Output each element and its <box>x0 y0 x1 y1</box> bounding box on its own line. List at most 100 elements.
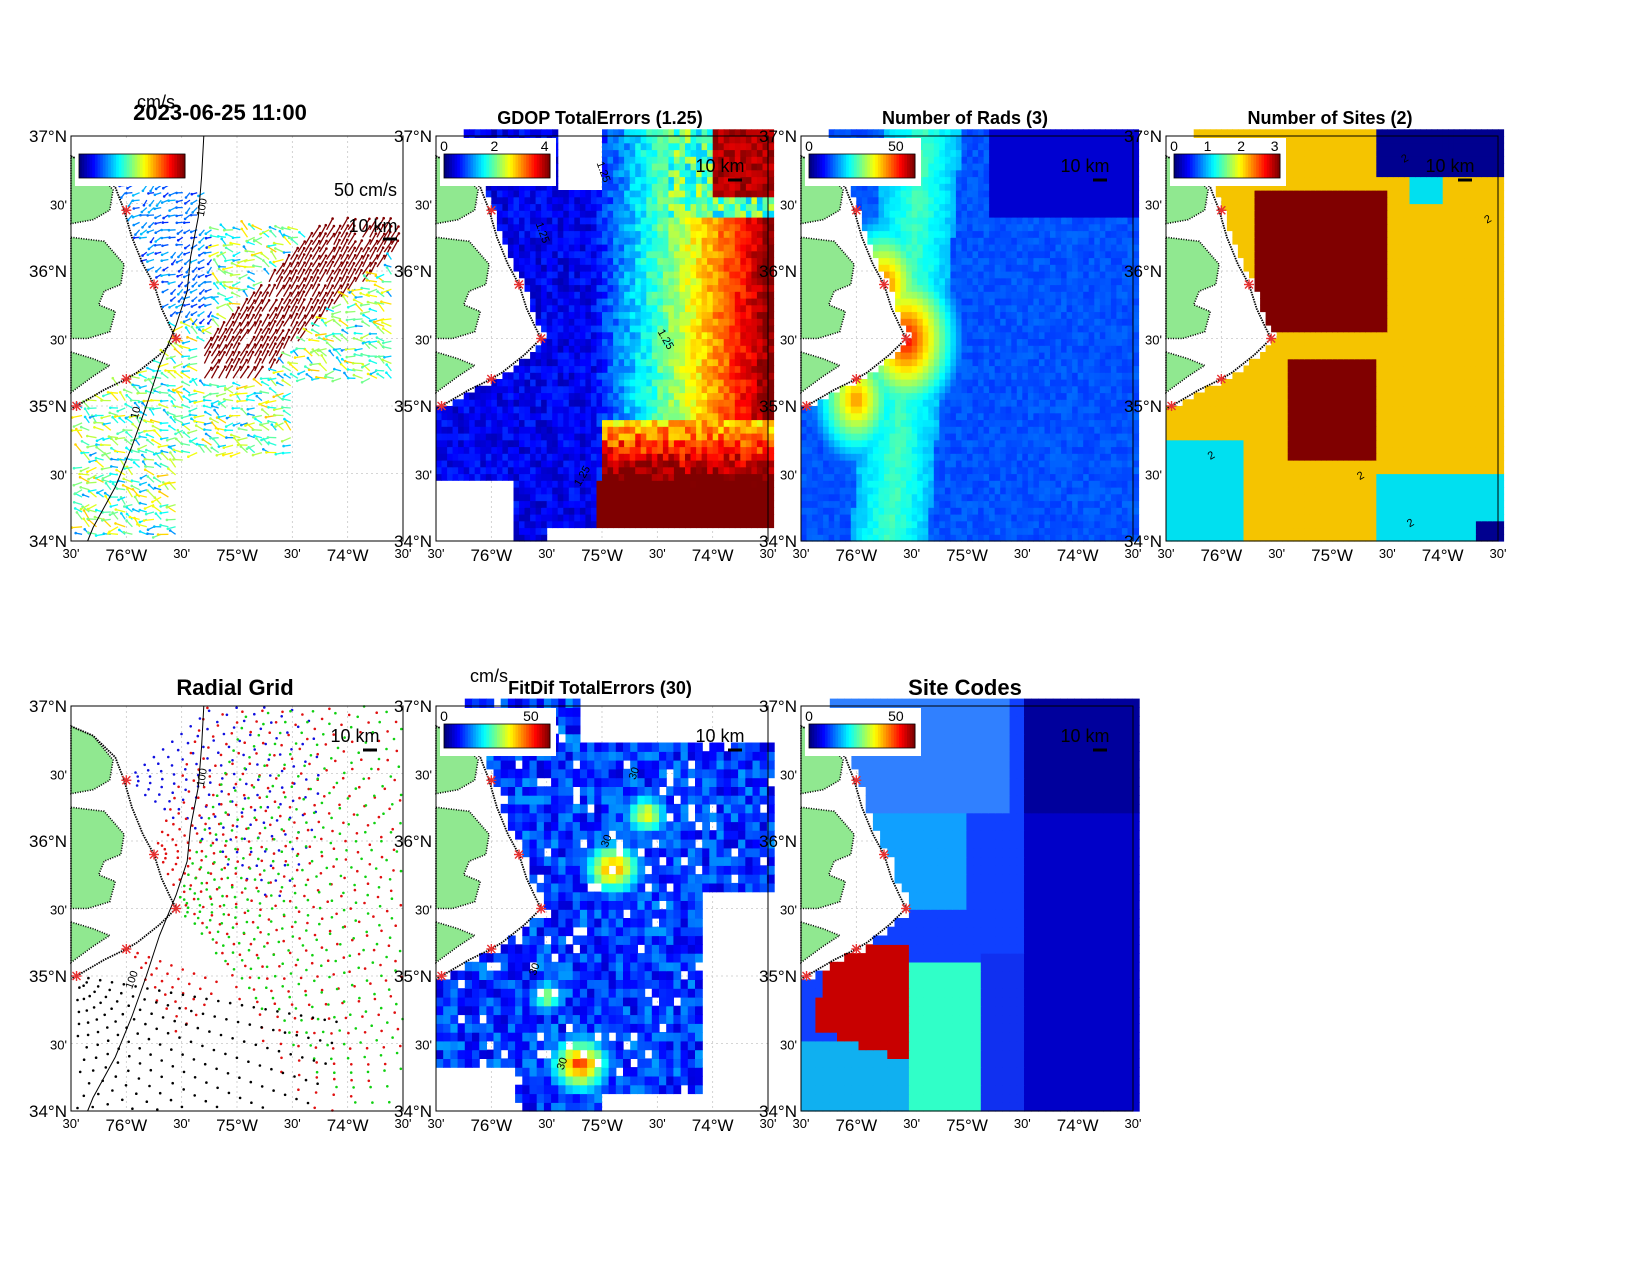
current-vector <box>369 247 377 260</box>
raster-cell <box>740 473 747 481</box>
current-vector <box>211 447 220 454</box>
raster-cell <box>668 439 675 448</box>
raster-cell <box>1016 500 1023 508</box>
raster-cell <box>718 460 725 468</box>
raster-cell <box>729 291 736 299</box>
raster-cell <box>624 217 631 225</box>
raster-cell <box>696 217 703 225</box>
raster-cell <box>762 230 769 238</box>
raster-cell <box>762 149 769 157</box>
raster-cell <box>480 453 487 461</box>
current-vector <box>275 277 283 290</box>
colorbar-swatch <box>171 154 175 178</box>
raster-cell <box>751 426 758 434</box>
raster-cell <box>690 433 697 441</box>
raster-cell <box>607 365 614 373</box>
lon-tick-label: 30' <box>284 546 301 561</box>
raster-cell <box>701 426 708 434</box>
raster-cell <box>668 473 675 481</box>
colorbar-swatch <box>539 154 543 178</box>
raster-cell <box>729 311 736 319</box>
raster-cell <box>911 520 918 529</box>
raster-cell <box>640 257 647 265</box>
raster-cell <box>458 446 465 454</box>
raster-cell <box>1099 514 1106 522</box>
raster-cell <box>557 446 564 454</box>
colorbar-swatch <box>182 154 186 178</box>
raster-cell <box>502 446 509 454</box>
raster-cell <box>635 466 642 475</box>
raster-cell <box>745 338 752 346</box>
current-vector <box>275 330 284 342</box>
current-vector <box>311 255 320 268</box>
raster-cell <box>762 163 769 171</box>
raster-cell <box>707 358 714 367</box>
raster-cell <box>679 311 686 319</box>
raster-cell <box>657 257 664 265</box>
raster-cell <box>668 419 675 427</box>
current-vector <box>218 328 227 342</box>
raster-cell <box>1072 480 1079 488</box>
raster-cell <box>618 385 625 394</box>
current-vector <box>311 247 320 260</box>
raster-cell <box>496 129 503 137</box>
current-vector <box>119 391 126 401</box>
raster-cell <box>685 250 692 259</box>
raster-cell <box>552 426 559 434</box>
raster-cell <box>707 331 714 340</box>
raster-cell <box>939 487 946 495</box>
colorbar-swatch <box>166 154 170 178</box>
raster-cell <box>651 406 658 414</box>
raster-cell <box>696 426 703 434</box>
raster-cell <box>635 149 642 157</box>
raster-cell <box>740 142 747 151</box>
raster-cell <box>602 271 609 279</box>
current-vector <box>210 359 220 372</box>
current-vector <box>166 503 176 508</box>
raster-cell <box>568 298 575 306</box>
raster-cell <box>474 406 481 414</box>
raster-cell <box>1088 507 1095 515</box>
current-vector <box>319 349 328 357</box>
raster-cell <box>1110 527 1117 535</box>
raster-cell <box>524 271 531 279</box>
raster-cell <box>745 264 752 272</box>
raster-cell <box>585 277 592 286</box>
raster-cell <box>530 406 537 414</box>
raster-cell <box>1133 534 1140 542</box>
raster-cell <box>662 433 669 441</box>
raster-cell <box>696 311 703 319</box>
colorbar-swatch <box>478 154 482 178</box>
raster-cell <box>1038 527 1045 535</box>
raster-cell <box>734 156 741 164</box>
raster-cell <box>1133 500 1140 508</box>
current-vector <box>241 408 248 416</box>
raster-cell <box>502 412 509 421</box>
current-vector <box>226 304 234 312</box>
current-vector <box>101 466 111 470</box>
raster-cell <box>530 352 537 360</box>
raster-cell <box>535 473 542 481</box>
raster-cell <box>624 331 631 340</box>
current-vector <box>208 244 219 248</box>
raster-cell <box>535 311 542 319</box>
colorbar-swatch <box>526 154 530 178</box>
raster-cell <box>585 196 592 205</box>
raster-cell <box>723 142 730 151</box>
raster-cell <box>436 446 443 454</box>
raster-cell <box>850 480 857 488</box>
current-vector <box>362 363 371 372</box>
raster-cell <box>701 480 708 488</box>
raster-cell <box>613 520 620 529</box>
current-vector <box>375 355 385 358</box>
raster-cell <box>895 514 902 522</box>
raster-cell <box>519 385 526 394</box>
raster-cell <box>651 331 658 340</box>
raster-cell <box>640 433 647 441</box>
raster-cell <box>668 196 675 205</box>
raster-cell <box>596 514 603 522</box>
raster-cell <box>552 230 559 238</box>
current-vector <box>239 273 248 279</box>
current-vector <box>131 437 140 442</box>
current-vector <box>376 337 385 342</box>
